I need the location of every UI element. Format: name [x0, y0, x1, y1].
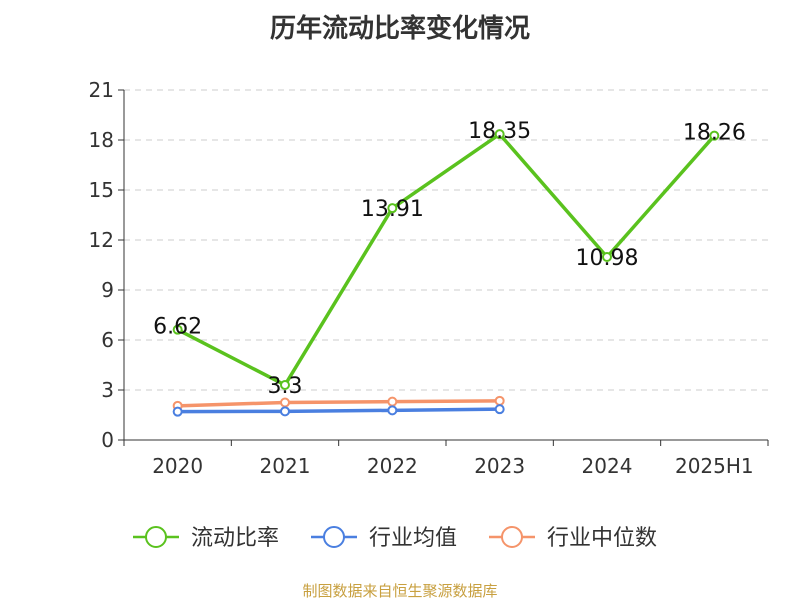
chart-title: 历年流动比率变化情况 — [269, 14, 530, 44]
data-point — [280, 397, 290, 408]
data-point — [172, 406, 183, 417]
data-point — [494, 129, 505, 140]
y-tick-label: 9 — [101, 278, 114, 302]
legend-label: 流动比率 — [191, 526, 279, 551]
x-tick-label: 2021 — [260, 454, 311, 478]
x-tick-label: 2022 — [367, 454, 418, 478]
y-tick-label: 21 — [89, 78, 114, 102]
data-point — [387, 203, 398, 214]
data-label: 10.98 — [576, 246, 639, 271]
x-tick-label: 2023 — [474, 454, 525, 478]
data-point — [172, 324, 183, 335]
x-tick-label: 2024 — [582, 454, 633, 478]
y-tick-label: 12 — [89, 228, 114, 252]
data-point — [709, 130, 720, 141]
y-tick-label: 15 — [89, 178, 114, 202]
legend-label: 行业中位数 — [547, 526, 657, 551]
legend-marker — [323, 526, 345, 548]
data-point — [387, 396, 398, 407]
y-tick-label: 18 — [89, 128, 114, 152]
data-point — [494, 395, 505, 406]
y-tick-label: 6 — [101, 328, 114, 352]
legend-label: 行业均值 — [369, 526, 457, 551]
series-line — [177, 399, 500, 408]
legend-marker — [501, 526, 523, 548]
y-tick-label: 3 — [101, 378, 114, 402]
data-label: 13.91 — [361, 197, 424, 222]
data-point — [280, 406, 290, 417]
data-label: 3.3 — [268, 374, 303, 399]
x-tick-label: 2020 — [152, 454, 203, 478]
data-label: 18.26 — [683, 121, 746, 146]
y-tick-label: 0 — [101, 428, 114, 452]
data-point — [280, 380, 290, 390]
source-note: 制图数据来自恒生聚源数据库 — [302, 582, 498, 600]
series-line — [176, 132, 716, 387]
legend-marker — [145, 526, 167, 548]
series-line — [177, 407, 500, 414]
data-point — [602, 252, 612, 262]
data-label: 6.62 — [153, 315, 202, 340]
data-point — [387, 405, 398, 416]
data-point — [494, 404, 505, 415]
data-label: 18.35 — [468, 119, 531, 144]
x-tick-label: 2025H1 — [675, 454, 754, 478]
